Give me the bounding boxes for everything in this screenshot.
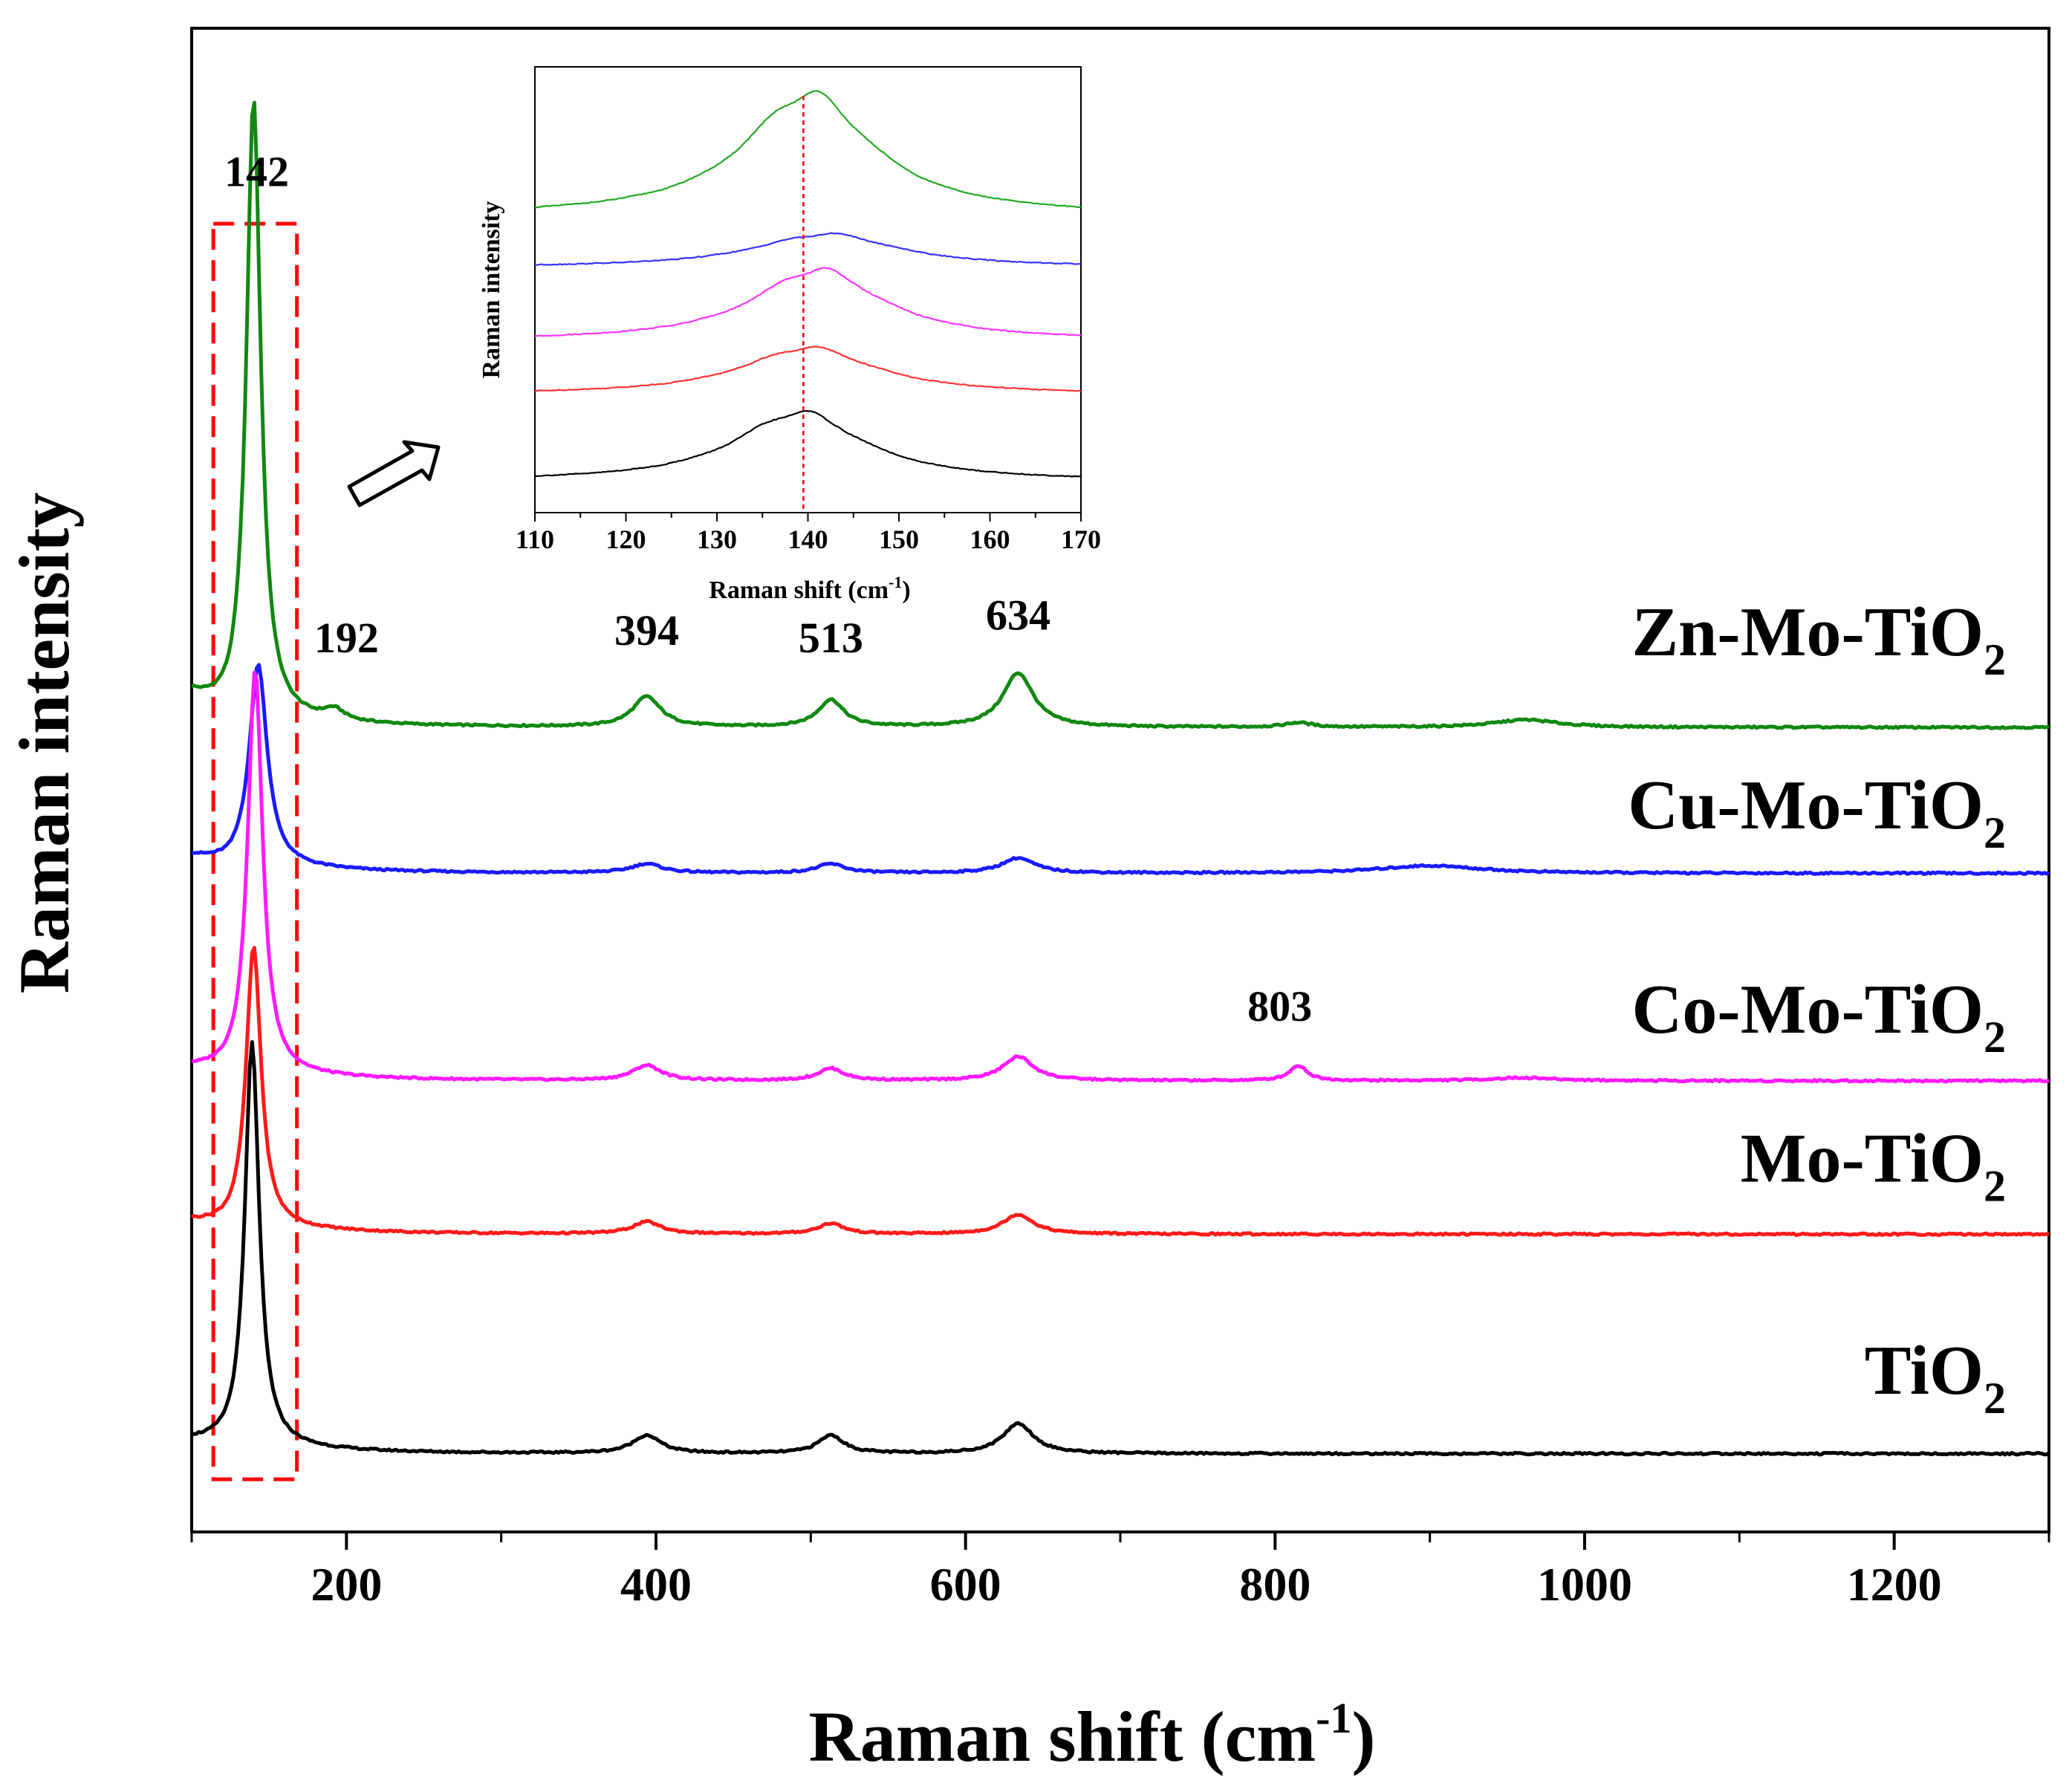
peak-labels-group: 142 192 394 513 634 803 xyxy=(224,148,1312,1030)
peak-label-394: 394 xyxy=(614,606,679,655)
peak-label-142: 142 xyxy=(224,148,289,196)
inset-x-tick-label: 120 xyxy=(606,525,646,554)
x-tick-label: 200 xyxy=(311,1558,382,1611)
x-tick-label: 1000 xyxy=(1537,1558,1632,1611)
inset-series-line-cu-mo-tio2 xyxy=(534,232,1082,266)
series-line-tio2 xyxy=(191,1040,2050,1457)
series-label-mo-tio2: Mo-TiO2 xyxy=(1741,1120,2006,1210)
peak-highlight-box xyxy=(211,221,299,1481)
inset-series-line-co-mo-tio2 xyxy=(534,267,1082,337)
x-tick-label: 1200 xyxy=(1847,1558,1942,1611)
inset-y-axis-title: Raman intensity xyxy=(478,201,505,379)
peak-label-513: 513 xyxy=(799,614,863,662)
peak-label-192: 192 xyxy=(314,614,379,662)
peak-label-803: 803 xyxy=(1247,982,1312,1030)
series-label-cu-mo-tio2: Cu-Mo-TiO2 xyxy=(1628,767,2006,857)
inset-x-tick-label: 170 xyxy=(1061,525,1101,554)
peak-label-634: 634 xyxy=(986,591,1050,640)
inset-x-tick-label: 110 xyxy=(516,525,554,554)
x-tick-label: 400 xyxy=(620,1558,692,1611)
inset-plot: 110 120 130 140 150 160 170 Raman shift (cm-1)… xyxy=(478,66,1101,604)
series-labels-group: Zn-Mo-TiO2 Cu-Mo-TiO2 Co-Mo-TiO2 Mo-TiO2 TiO… xyxy=(1628,594,2006,1423)
inset-x-axis-title: Raman shift (cm-1) xyxy=(709,573,910,604)
inset-x-axis: 110 120 130 140 150 160 170 xyxy=(516,513,1101,554)
inset-plot-frame xyxy=(534,66,1082,513)
series-label-zn-mo-tio2: Zn-Mo-TiO2 xyxy=(1631,594,2006,684)
inset-x-tick-label: 140 xyxy=(788,525,828,554)
series-label-co-mo-tio2: Co-Mo-TiO2 xyxy=(1632,971,2006,1062)
inset-series-line-zn-mo-tio2 xyxy=(534,90,1082,209)
highlight-box-group xyxy=(211,221,299,1481)
inset-series-line-mo-tio2 xyxy=(535,345,1082,392)
inset-series-line-tio2 xyxy=(534,409,1082,478)
main-series-group xyxy=(190,100,2050,1457)
inset-x-tick-label: 160 xyxy=(970,525,1010,554)
series-line-co-mo-tio2 xyxy=(191,670,2050,1084)
inset-x-tick-label: 150 xyxy=(879,525,919,554)
x-tick-label: 800 xyxy=(1239,1558,1311,1611)
series-line-cu-mo-tio2 xyxy=(191,663,2050,876)
series-line-mo-tio2 xyxy=(190,946,2050,1237)
inset-pointer-arrow-icon xyxy=(347,440,441,507)
x-tick-label: 600 xyxy=(930,1558,1001,1611)
inset-x-tick-label: 130 xyxy=(697,525,737,554)
series-line-zn-mo-tio2 xyxy=(191,100,2050,730)
main-x-axis-title: Raman shift (cm-1) xyxy=(809,1694,1376,1776)
main-x-axis: 200 400 600 800 1000 1200 xyxy=(190,1532,2050,1611)
inset-series-group xyxy=(534,90,1082,513)
main-y-axis-title: Raman intensity xyxy=(4,493,84,994)
series-label-tio2: TiO2 xyxy=(1865,1332,2006,1423)
